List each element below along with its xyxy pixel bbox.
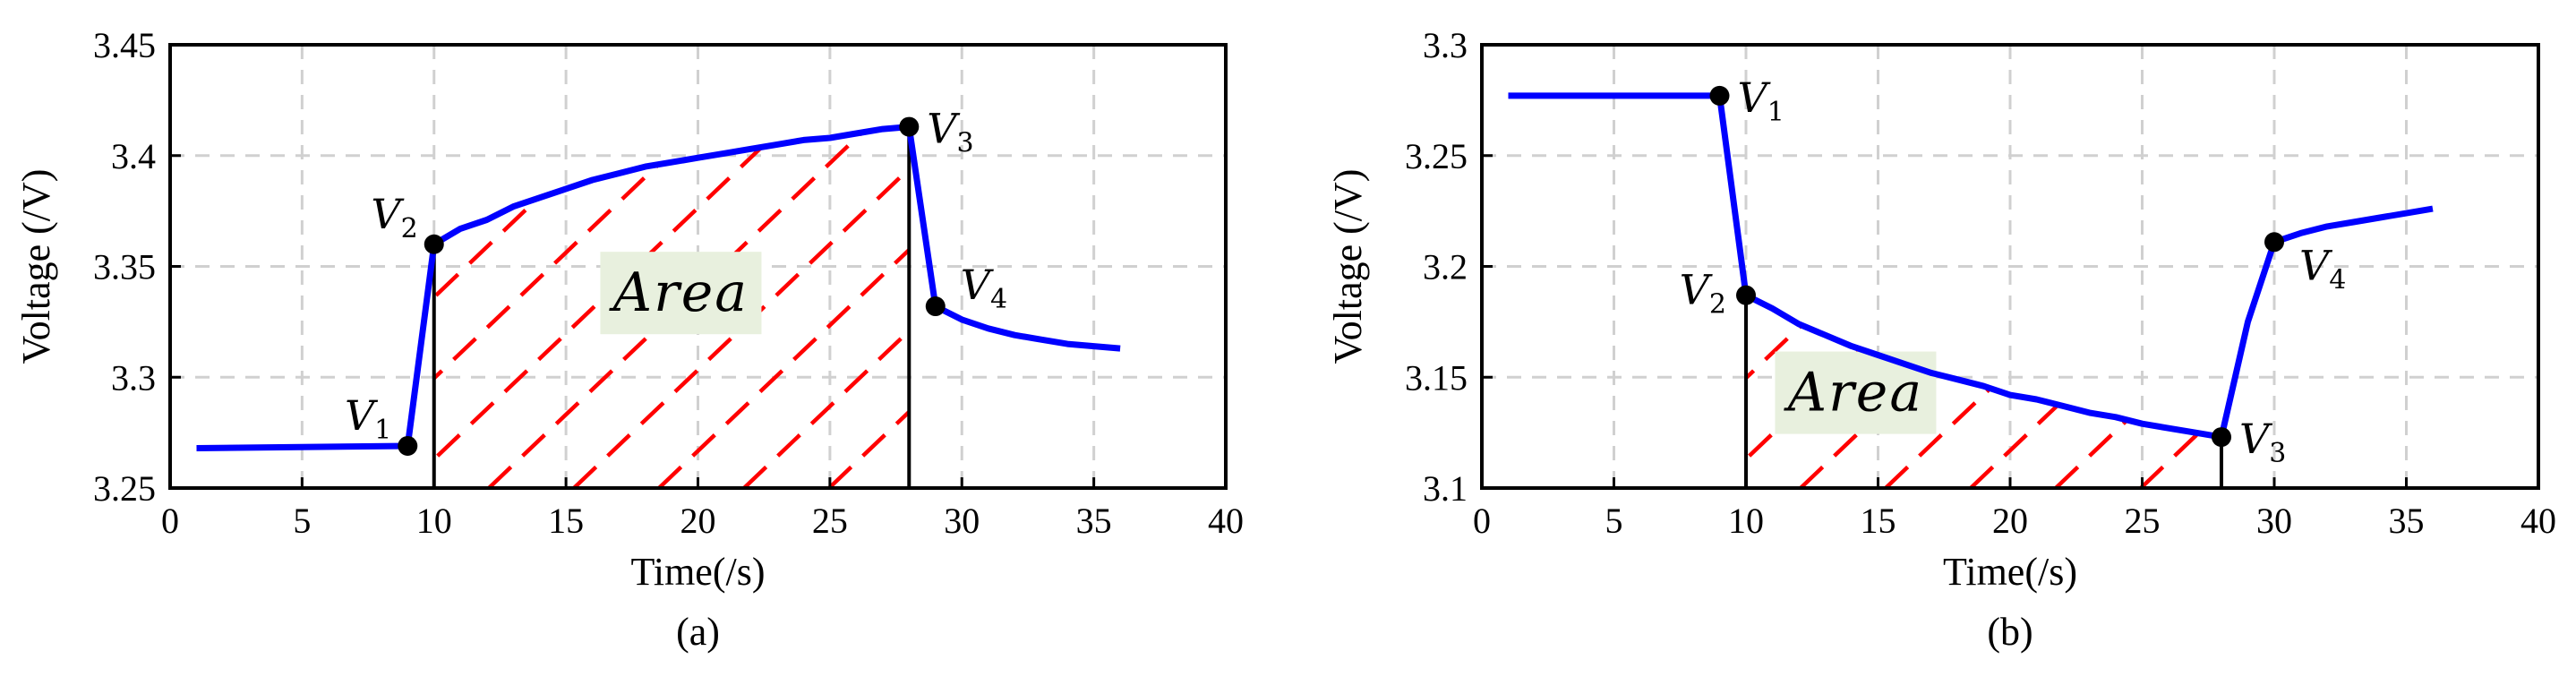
y-axis-label: Voltage (/V) [14,169,58,364]
hatch-line [657,126,910,488]
marker-label-v1: V1 [1738,73,1784,128]
x-tick-label: 35 [1076,501,1112,541]
x-tick-label: 40 [2520,501,2556,541]
hatch-line [433,126,871,488]
y-tick-label: 3.3 [111,357,156,398]
marker-label-v2: V2 [371,190,417,244]
y-tick-label: 3.3 [1423,25,1468,65]
x-tick-label: 5 [1605,501,1623,541]
hatch-region [433,45,1465,488]
x-tick-label: 15 [1861,501,1896,541]
x-tick-label: 30 [2256,501,2292,541]
y-tick-label: 3.25 [93,468,156,509]
marker-label-v4: V4 [961,261,1007,315]
marker-v3 [2212,427,2231,448]
x-axis-label: Time(/s) [1943,550,2077,594]
hatch-line [2566,45,2576,488]
x-tick-label: 40 [1208,501,1244,541]
area-label: Area [609,261,749,324]
hatch-line [999,45,1465,488]
x-tick-label: 10 [1728,501,1764,541]
y-tick-label: 3.35 [93,247,156,287]
marker-label-v1: V1 [345,391,391,446]
chart-panel-b: Area V1 V2 V3 V4 0 5 10 15 20 25 30 35 40 3.1 3.15 3.2 3.… [1326,25,2576,654]
hatch-line [1884,295,2221,488]
y-tick-label: 3.2 [1423,247,1468,287]
hatch-line [572,126,910,488]
x-axis-label: Time(/s) [631,550,766,594]
hatch-line [742,126,910,488]
y-tick-label: 3.1 [1423,468,1468,509]
marker-label-v3: V3 [2239,415,2286,469]
marker-label-v3: V3 [927,105,973,159]
x-tick-label: 5 [293,501,311,541]
x-tick-label: 15 [548,501,584,541]
hatch-line [827,126,910,488]
marker-v1 [398,435,418,456]
x-tick-label: 20 [680,501,716,541]
marker-v1 [1709,85,1730,106]
area-label: Area [1784,362,1923,424]
x-tick-label: 25 [2125,501,2161,541]
marker-label-v4: V4 [2299,241,2346,296]
y-tick-label: 3.45 [93,25,156,65]
marker-v4 [2264,232,2284,253]
marker-v3 [899,116,920,137]
x-tick-label: 20 [1992,501,2028,541]
chart-panel-a: Area V1 V2 V3 V4 0 5 10 15 20 25 30 35 40 3.25 3.3 3.35 3… [14,25,1465,654]
area-label-box [600,252,762,335]
x-tick-label: 25 [812,501,848,541]
panel-label: (b) [1987,610,2033,654]
x-tick-label: 0 [1473,501,1491,541]
y-axis-label: Voltage (/V) [1326,169,1370,364]
x-tick-label: 30 [944,501,980,541]
y-tick-label: 3.15 [1405,357,1468,398]
y-tick-label: 3.4 [111,136,156,176]
y-tick-label: 3.25 [1405,136,1468,176]
voltage-series-line [196,124,1121,451]
marker-v2 [424,234,444,254]
voltage-series-line [1508,92,2434,441]
x-tick-label: 35 [2389,501,2425,541]
marker-v2 [1736,285,1756,305]
hatch-line [487,126,910,488]
x-tick-label: 0 [161,501,179,541]
hatch-line [1969,295,2221,488]
panel-label: (a) [676,610,720,654]
marker-v4 [925,296,946,317]
x-tick-label: 10 [416,501,452,541]
marker-label-v2: V2 [1680,266,1726,321]
